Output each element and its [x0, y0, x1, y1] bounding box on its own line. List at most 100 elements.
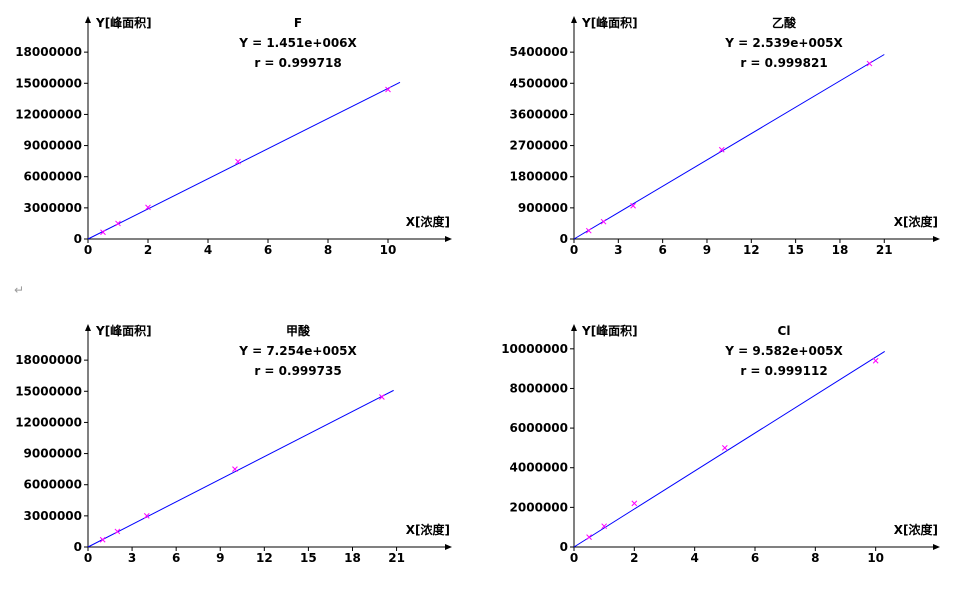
y-tick-label: 15000000 [15, 384, 82, 398]
y-tick-label: 6000000 [510, 421, 568, 435]
y-tick-label: 12000000 [15, 107, 82, 121]
x-axis-arrow [445, 544, 452, 550]
x-tick-label: 8 [811, 551, 819, 565]
data-point [232, 466, 238, 472]
data-point [630, 202, 636, 209]
x-tick-label: 2 [630, 551, 638, 565]
regression-line [87, 81, 401, 240]
data-point [143, 513, 150, 519]
x-tick-label: 15 [787, 243, 804, 257]
x-tick-label: 18 [832, 243, 849, 257]
chart-panel-1: 0 3000000 6000000 9000000 12000000 15000000 18… [15, 15, 452, 257]
x-tick-label: 3 [128, 551, 136, 565]
x-tick-label: 0 [570, 551, 578, 565]
x-tick-label: 8 [324, 243, 332, 257]
y-tick-label: 0 [560, 232, 568, 246]
x-tick-label: 6 [751, 551, 759, 565]
data-point [385, 86, 391, 93]
y-tick-label: 9000000 [24, 139, 82, 153]
data-point [600, 218, 607, 225]
x-tick-label: 21 [388, 551, 405, 565]
data-point [115, 220, 121, 227]
y-tick-label: 18000000 [15, 45, 82, 59]
y-axis-arrow [571, 16, 577, 23]
y-tick-label: 3000000 [24, 509, 82, 523]
y-axis-arrow [85, 324, 91, 331]
y-tick-label: 6000000 [24, 170, 82, 184]
y-tick-label: 18000000 [15, 353, 82, 367]
y-tick-label: 4000000 [510, 461, 568, 475]
x-tick-label: 10 [867, 551, 884, 565]
x-axis-title: X[浓度] [406, 522, 450, 537]
x-tick-label: 0 [84, 243, 92, 257]
chart-panel-3: 0 3000000 6000000 9000000 12000000 15000000 18… [15, 323, 452, 565]
y-tick-label: 0 [560, 540, 568, 554]
correlation-coefficient: r = 0.999718 [254, 56, 341, 70]
regression-equation: Y = 1.451e+006X [238, 36, 357, 50]
x-axis-title: X[浓度] [406, 214, 450, 229]
x-tick-label: 0 [84, 551, 92, 565]
chart-title: 乙酸 [772, 15, 797, 30]
chart-title: F [294, 16, 302, 30]
y-tick-label: 10000000 [501, 342, 568, 356]
y-axis-title: Y[峰面积] [581, 15, 638, 30]
x-tick-label: 6 [172, 551, 180, 565]
y-tick-label: 0 [74, 232, 82, 246]
x-axis-arrow [445, 236, 452, 242]
correlation-coefficient: r = 0.999735 [254, 364, 341, 378]
correlation-coefficient: r = 0.999821 [740, 56, 827, 70]
y-tick-label: 0 [74, 540, 82, 554]
y-axis-title: Y[峰面积] [581, 323, 638, 338]
data-point [100, 229, 106, 236]
y-tick-label: 900000 [518, 201, 568, 215]
data-point [99, 536, 106, 543]
x-tick-label: 4 [690, 551, 698, 565]
regression-line [573, 54, 885, 240]
x-axis-arrow [933, 544, 940, 550]
x-tick-label: 12 [256, 551, 273, 565]
y-axis-title: Y[峰面积] [95, 323, 152, 338]
y-tick-label: 5400000 [510, 45, 568, 59]
chart-panel-2: 0 900000 1800000 2700000 3600000 4500000 54000… [510, 15, 940, 257]
data-point [601, 523, 608, 530]
x-tick-label: 10 [380, 243, 397, 257]
data-point [866, 60, 873, 67]
y-tick-label: 2000000 [510, 500, 568, 514]
x-tick-label: 2 [144, 243, 152, 257]
x-tick-label: 9 [703, 243, 711, 257]
x-axis-title: X[浓度] [894, 214, 938, 229]
paragraph-mark: ↵ [14, 283, 25, 297]
x-tick-label: 6 [658, 243, 666, 257]
correlation-coefficient: r = 0.999112 [740, 364, 827, 378]
data-point [872, 357, 879, 364]
y-tick-label: 15000000 [15, 76, 82, 90]
y-tick-label: 3600000 [510, 107, 568, 121]
y-tick-label: 8000000 [510, 381, 568, 395]
y-axis-arrow [571, 324, 577, 331]
y-tick-label: 12000000 [15, 415, 82, 429]
x-tick-label: 9 [216, 551, 224, 565]
y-tick-label: 9000000 [24, 447, 82, 461]
x-tick-label: 3 [614, 243, 622, 257]
x-tick-label: 0 [570, 243, 578, 257]
x-tick-label: 12 [743, 243, 760, 257]
y-tick-label: 6000000 [24, 478, 82, 492]
chart-title: Cl [778, 324, 791, 338]
regression-line [87, 389, 394, 548]
y-axis-title: Y[峰面积] [95, 15, 152, 30]
x-tick-label: 21 [876, 243, 893, 257]
x-axis-arrow [933, 236, 940, 242]
x-tick-label: 6 [264, 243, 272, 257]
y-tick-label: 4500000 [510, 76, 568, 90]
data-point [235, 158, 241, 165]
y-tick-label: 1800000 [510, 170, 568, 184]
y-tick-label: 2700000 [510, 139, 568, 153]
regression-equation: Y = 9.582e+005X [724, 344, 843, 358]
x-axis-title: X[浓度] [894, 522, 938, 537]
data-point [585, 227, 592, 234]
data-point [718, 146, 725, 153]
x-tick-label: 4 [204, 243, 212, 257]
chart-panel-4: 0 2000000 4000000 6000000 8000000 10000000 0 2 4… [501, 323, 940, 565]
